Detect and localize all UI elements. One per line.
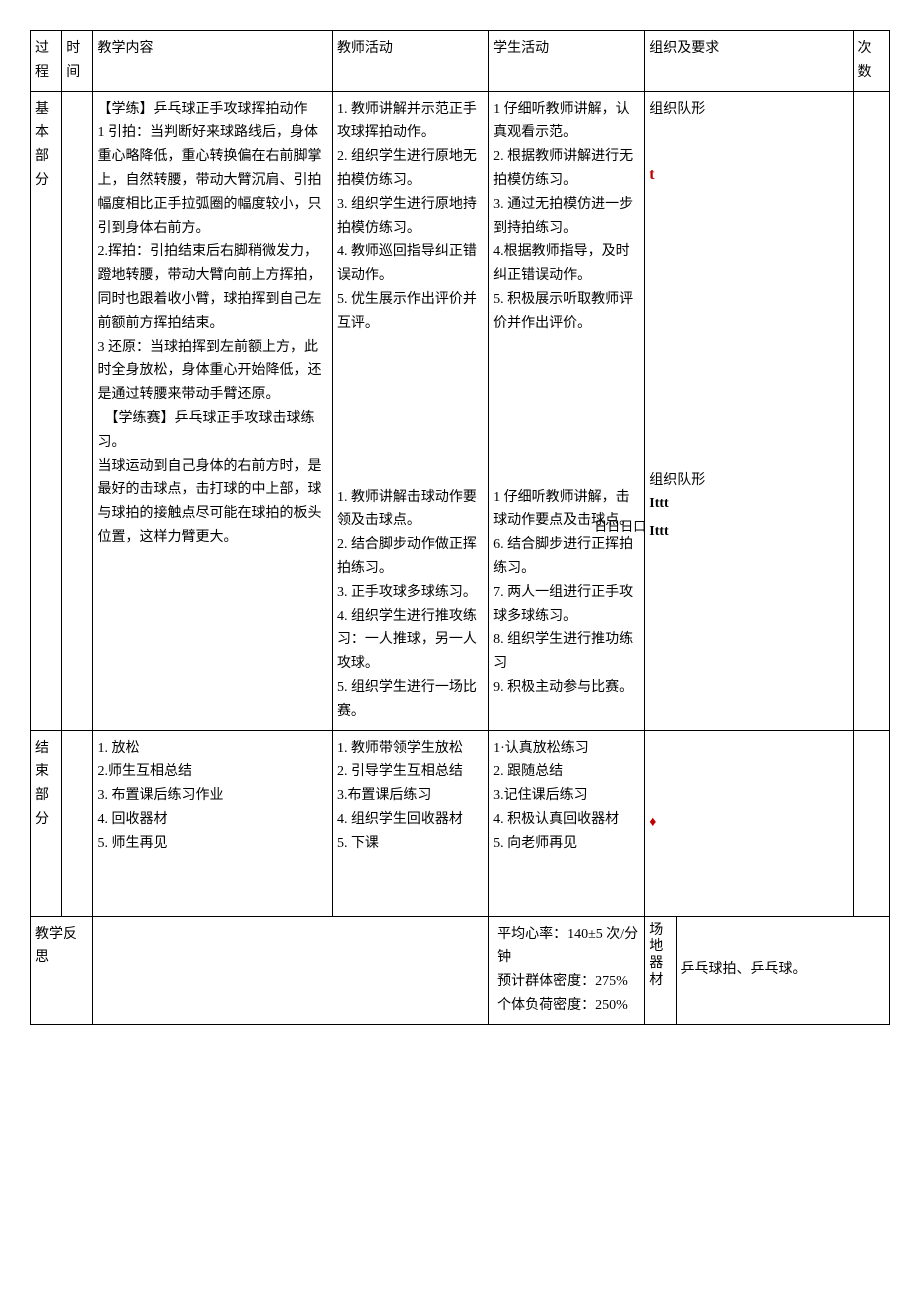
col-org: 组织及要求	[645, 31, 853, 92]
org-formation-2-line1: Ittt	[649, 492, 848, 516]
diamond-icon: ♦	[649, 815, 656, 830]
basic-teacher: 1. 教师讲解并示范正手攻球挥拍动作。 2. 组织学生进行原地无拍模仿练习。 3…	[332, 91, 488, 730]
basic-org: 组织队形 t 组织队形 Ittt 日日日口 Ittt	[645, 91, 853, 730]
end-student-text: 1·认真放松练习 2. 跟随总结 3.记住课后练习 4. 积极认真回收器材 5.…	[493, 741, 619, 851]
basic-student: 1 仔细听教师讲解，认真观看示范。 2. 根据教师讲解进行无拍模仿练习。 3. …	[489, 91, 645, 730]
org-formation-1-title: 组织队形	[649, 98, 848, 122]
org-formation-2-prefix: 日日日口	[594, 519, 646, 534]
equip-label: 场地器材	[645, 916, 676, 1024]
density-label-b: 群体密度：	[525, 974, 595, 989]
basic-section-row: 基本部分 【学练】乒乓球正手攻球挥拍动作 1 引拍：当判断好来球路线后，身体重心…	[31, 91, 890, 730]
end-student: 1·认真放松练习 2. 跟随总结 3.记住课后练习 4. 积极认真回收器材 5.…	[489, 730, 645, 916]
basic-count	[853, 91, 889, 730]
end-content-text: 1. 放松 2.师生互相总结 3. 布置课后练习作业 4. 回收器材 5. 师生…	[97, 741, 223, 851]
basic-teacher-1: 1. 教师讲解并示范正手攻球挥拍动作。 2. 组织学生进行原地无拍模仿练习。 3…	[337, 98, 484, 336]
end-teacher-text: 1. 教师带领学生放松 2. 引导学生互相总结 3.布置课后练习 4. 组织学生…	[337, 741, 463, 851]
equip-value: 乒乓球拍、乒乓球。	[676, 916, 889, 1024]
lesson-plan-table: 过程 时间 教学内容 教师活动 学生活动 组织及要求 次数 基本部分 【学练】乒…	[30, 30, 890, 1025]
col-student: 学生活动	[489, 31, 645, 92]
basic-content: 【学练】乒乓球正手攻球挥拍动作 1 引拍：当判断好来球路线后，身体重心略降低，重…	[93, 91, 332, 730]
stats-cell: 平均心率：140±5 次/分钟 预计群体密度：275%个体负荷密度：250%	[489, 916, 645, 1024]
basic-time	[62, 91, 93, 730]
basic-student-1: 1 仔细听教师讲解，认真观看示范。 2. 根据教师讲解进行无拍模仿练习。 3. …	[493, 98, 640, 336]
org-formation-1-symbol: t	[649, 161, 848, 188]
header-row: 过程 时间 教学内容 教师活动 学生活动 组织及要求 次数	[31, 31, 890, 92]
reflection-label: 教学反思	[31, 916, 93, 1024]
end-org: ♦	[645, 730, 853, 916]
col-process: 过程	[31, 31, 62, 92]
col-teacher: 教师活动	[332, 31, 488, 92]
end-content: 1. 放松 2.师生互相总结 3. 布置课后练习作业 4. 回收器材 5. 师生…	[93, 730, 332, 916]
end-time	[62, 730, 93, 916]
avg-hr-label: 平均心率：	[497, 927, 567, 942]
end-teacher: 1. 教师带领学生放松 2. 引导学生互相总结 3.布置课后练习 4. 组织学生…	[332, 730, 488, 916]
reflection-content	[93, 916, 489, 1024]
org-formation-2-title: 组织队形	[649, 469, 848, 493]
basic-student-2: 1 仔细听教师讲解，击球动作要点及击球点。 6. 结合脚步进行正挥拍练习。 7.…	[493, 486, 640, 700]
basic-teacher-2: 1. 教师讲解击球动作要领及击球点。 2. 结合脚步动作做正挥拍练习。 3. 正…	[337, 486, 484, 724]
end-label: 结束部分	[31, 730, 62, 916]
col-content: 教学内容	[93, 31, 332, 92]
basic-content-text: 【学练】乒乓球正手攻球挥拍动作 1 引拍：当判断好来球路线后，身体重心略降低，重…	[97, 102, 321, 545]
col-time: 时间	[62, 31, 93, 92]
basic-label: 基本部分	[31, 91, 62, 730]
end-section-row: 结束部分 1. 放松 2.师生互相总结 3. 布置课后练习作业 4. 回收器材 …	[31, 730, 890, 916]
footer-row: 教学反思 平均心率：140±5 次/分钟 预计群体密度：275%个体负荷密度：2…	[31, 916, 890, 1024]
col-count: 次数	[853, 31, 889, 92]
density-label-a: 预计	[497, 974, 525, 989]
end-count	[853, 730, 889, 916]
